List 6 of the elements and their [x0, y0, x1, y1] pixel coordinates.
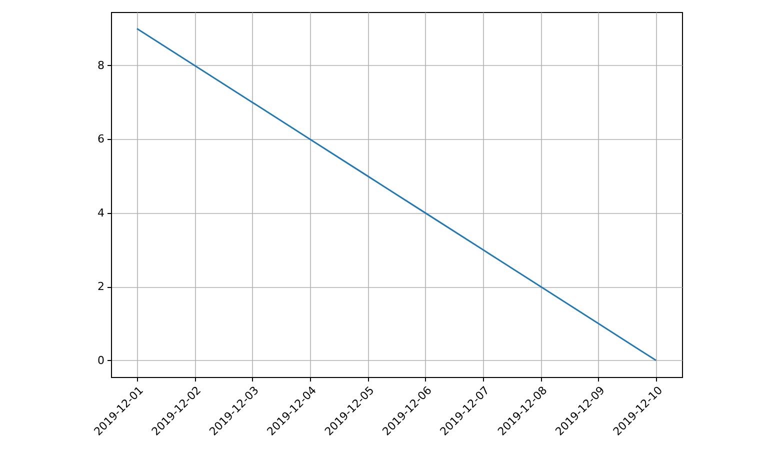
line-series — [136, 28, 657, 362]
y-tick-label: 4 — [98, 206, 104, 220]
y-tick-label: 2 — [98, 280, 104, 294]
y-tick-label: 0 — [98, 354, 104, 367]
y-tick-label: 6 — [98, 132, 104, 146]
y-tick-label: 8 — [98, 58, 104, 72]
